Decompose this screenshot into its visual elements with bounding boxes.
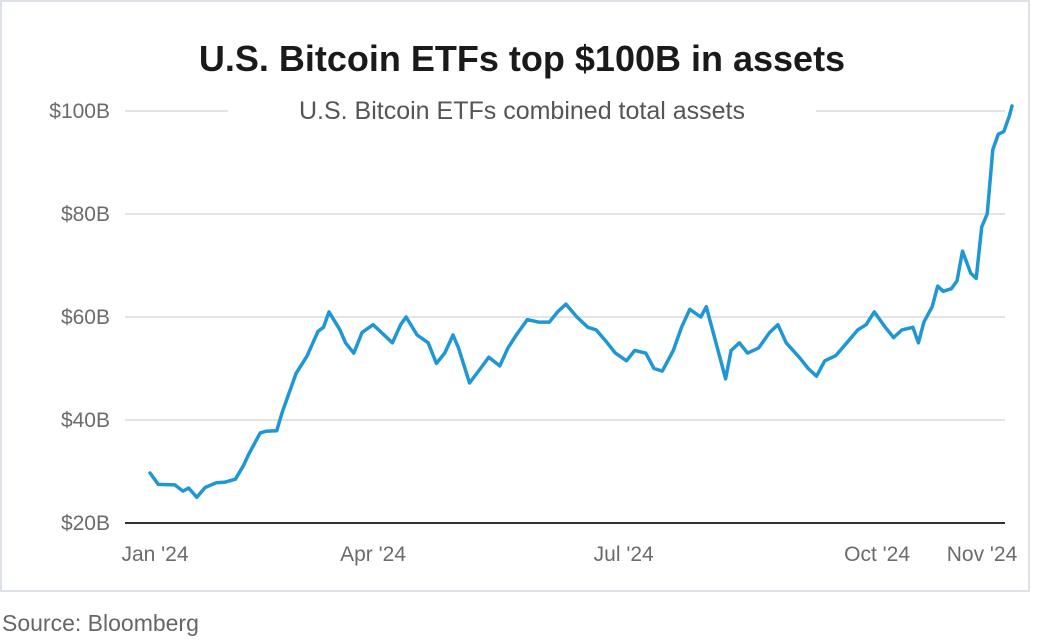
chart-title: U.S. Bitcoin ETFs top $100B in assets — [198, 38, 846, 79]
x-tick-label: Oct '24 — [844, 543, 910, 566]
x-axis-ticks: Jan '24 Apr '24 Jul '24 Oct '24 Nov '24 — [121, 543, 1017, 566]
subtitle-background — [228, 93, 816, 127]
chart-subtitle: U.S. Bitcoin ETFs combined total assets — [299, 97, 745, 125]
y-tick-label: $100B — [49, 100, 110, 123]
y-tick-label: $80B — [61, 203, 110, 226]
x-tick-label: Apr '24 — [340, 543, 406, 566]
series-line — [148, 104, 1014, 500]
source-note: Source: Bloomberg — [2, 610, 199, 636]
y-tick-label: $60B — [61, 306, 110, 329]
x-tick-label: Nov '24 — [947, 543, 1018, 566]
grid-lines — [125, 110, 1005, 421]
x-tick-label: Jul '24 — [594, 543, 654, 566]
y-axis-ticks: $20B $40B $60B $80B $100B — [49, 100, 110, 535]
y-tick-label: $40B — [61, 409, 110, 432]
y-tick-label: $20B — [61, 512, 110, 535]
x-tick-label: Jan '24 — [121, 543, 188, 566]
